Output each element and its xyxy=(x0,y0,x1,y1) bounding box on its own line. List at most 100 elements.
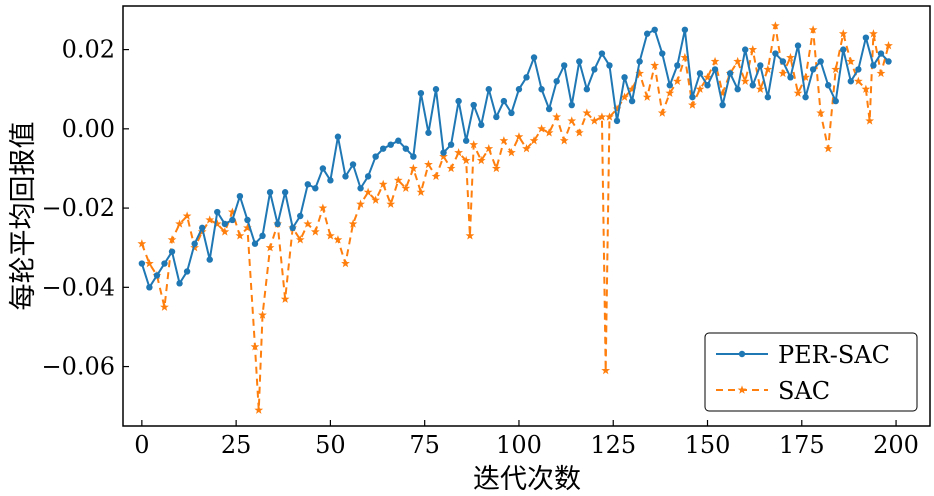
data-point-sac xyxy=(212,219,222,228)
data-point-per-sac xyxy=(832,97,839,105)
data-point-sac xyxy=(876,68,886,78)
x-tick-label: 150 xyxy=(685,431,731,459)
data-point-per-sac xyxy=(440,149,447,156)
data-point-per-sac xyxy=(417,89,425,97)
data-point-per-sac xyxy=(462,137,470,144)
data-point-sac xyxy=(333,235,343,244)
series-layer xyxy=(137,21,893,414)
data-point-per-sac xyxy=(628,97,636,105)
data-point-sac xyxy=(378,179,388,189)
data-point-sac xyxy=(831,64,841,74)
data-point-per-sac xyxy=(372,153,379,160)
data-point-per-sac xyxy=(530,54,538,61)
legend-box xyxy=(704,332,918,412)
legend-marker-per-sac xyxy=(738,350,746,358)
data-point-sac xyxy=(605,112,614,121)
data-point-sac xyxy=(672,76,682,85)
data-point-sac xyxy=(816,108,826,117)
data-point-sac xyxy=(356,199,365,208)
data-point-per-sac xyxy=(259,232,266,240)
data-point-per-sac xyxy=(229,216,236,224)
data-point-per-sac xyxy=(402,145,410,152)
data-point-per-sac xyxy=(138,260,146,267)
data-point-per-sac xyxy=(485,86,492,93)
data-point-per-sac xyxy=(734,86,741,93)
data-point-per-sac xyxy=(319,165,327,172)
data-point-sac xyxy=(650,60,660,70)
data-point-per-sac xyxy=(613,117,621,125)
data-point-per-sac xyxy=(251,240,259,247)
data-point-sac xyxy=(175,219,184,228)
legend-label-per-sac: PER-SAC xyxy=(778,341,890,369)
data-point-per-sac xyxy=(606,62,613,69)
data-point-sac xyxy=(137,239,147,248)
data-point-sac xyxy=(182,211,192,220)
plot-frame xyxy=(122,5,931,427)
data-point-per-sac xyxy=(380,145,387,152)
data-point-per-sac xyxy=(885,58,892,65)
data-point-per-sac xyxy=(470,101,477,109)
data-point-sac xyxy=(258,310,267,319)
data-point-sac xyxy=(408,163,418,173)
data-point-sac xyxy=(243,223,252,232)
data-point-per-sac xyxy=(598,50,606,57)
data-point-sac xyxy=(718,88,727,97)
data-point-per-sac xyxy=(870,62,877,69)
data-point-sac xyxy=(491,163,501,173)
data-point-sac xyxy=(552,112,562,121)
data-point-sac xyxy=(582,108,592,117)
data-point-sac xyxy=(265,243,275,252)
data-point-per-sac xyxy=(659,50,666,57)
data-point-per-sac xyxy=(643,30,651,37)
x-axis-title: 迭代次数 xyxy=(473,464,581,495)
data-point-per-sac xyxy=(591,66,598,73)
data-point-per-sac xyxy=(153,272,161,279)
data-point-per-sac xyxy=(455,97,462,105)
data-point-sac xyxy=(439,151,448,161)
data-point-per-sac xyxy=(410,153,417,160)
data-point-sac xyxy=(393,175,403,185)
data-point-per-sac xyxy=(395,137,402,144)
data-point-sac xyxy=(469,140,479,149)
data-point-per-sac xyxy=(500,97,508,105)
data-point-sac xyxy=(597,112,607,121)
y-axis-title: 每轮平均回报值 xyxy=(8,122,39,311)
data-point-sac xyxy=(514,132,524,141)
series-line-sac xyxy=(140,24,890,412)
data-point-sac xyxy=(310,227,320,236)
series-line-per-sac xyxy=(140,28,890,289)
x-tick-label: 200 xyxy=(873,431,919,459)
data-point-per-sac xyxy=(553,78,560,85)
data-point-per-sac xyxy=(576,58,583,65)
data-point-per-sac xyxy=(772,50,779,57)
data-point-sac xyxy=(635,68,645,78)
data-point-sac xyxy=(160,302,169,311)
data-point-per-sac xyxy=(711,66,719,73)
data-point-sac xyxy=(416,187,426,196)
data-point-per-sac xyxy=(862,34,870,41)
data-point-per-sac xyxy=(523,74,530,81)
data-point-sac xyxy=(710,56,720,66)
data-point-per-sac xyxy=(515,86,523,93)
data-point-per-sac xyxy=(787,74,794,81)
data-point-sac xyxy=(227,207,237,216)
data-point-sac xyxy=(703,72,712,82)
data-point-per-sac xyxy=(432,86,440,93)
data-point-sac xyxy=(371,195,381,204)
data-point-per-sac xyxy=(304,181,311,188)
data-point-per-sac xyxy=(327,177,334,184)
data-point-sac xyxy=(778,68,788,78)
data-point-per-sac xyxy=(704,82,711,89)
data-point-per-sac xyxy=(447,141,455,148)
data-point-per-sac xyxy=(478,121,485,129)
data-point-sac xyxy=(303,219,313,228)
data-point-sac xyxy=(861,84,871,93)
data-point-sac xyxy=(363,187,373,196)
data-point-per-sac xyxy=(726,70,734,77)
data-point-per-sac xyxy=(508,109,515,117)
data-point-per-sac xyxy=(312,185,319,192)
data-point-sac xyxy=(733,56,743,66)
data-point-sac xyxy=(499,136,509,145)
data-point-sac xyxy=(748,44,758,54)
